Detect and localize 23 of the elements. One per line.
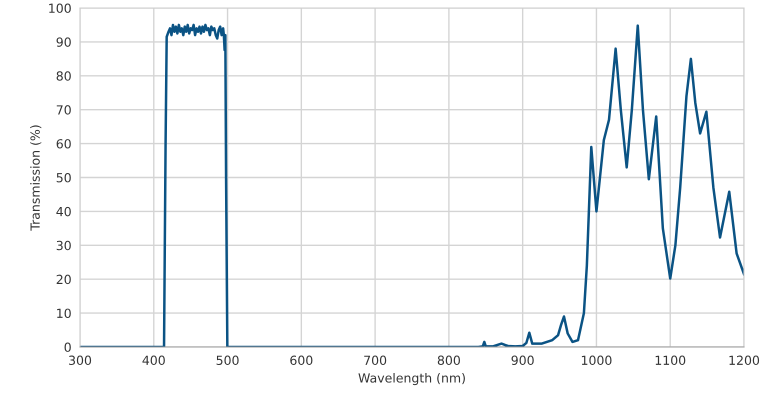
x-tick-label: 1200	[729, 356, 760, 366]
y-tick-label: 0	[64, 342, 71, 352]
y-tick-label: 10	[57, 308, 71, 318]
x-tick-label: 400	[142, 356, 165, 366]
y-axis-title: Transmission (%)	[30, 125, 42, 231]
x-tick-label: 1000	[582, 356, 612, 366]
y-tick-label: 60	[56, 139, 71, 149]
y-tick-label: 40	[56, 206, 71, 216]
x-tick-label: 500	[216, 356, 239, 366]
y-tick-label: 80	[56, 71, 71, 81]
x-tick-label: 300	[69, 356, 92, 366]
x-tick-label: 700	[364, 356, 386, 366]
x-tick-label: 1100	[656, 356, 686, 366]
x-tick-label: 800	[438, 356, 460, 366]
x-tick-label: 900	[512, 356, 534, 366]
x-axis-title: Wavelength (nm)	[358, 372, 465, 386]
y-tick-label: 70	[56, 105, 71, 115]
y-tick-label: 50	[56, 172, 71, 182]
y-tick-label: 90	[56, 37, 71, 47]
y-tick-label: 100	[49, 3, 71, 13]
y-tick-label: 30	[56, 240, 71, 250]
x-tick-label: 600	[290, 356, 312, 366]
y-tick-label: 20	[56, 274, 71, 284]
